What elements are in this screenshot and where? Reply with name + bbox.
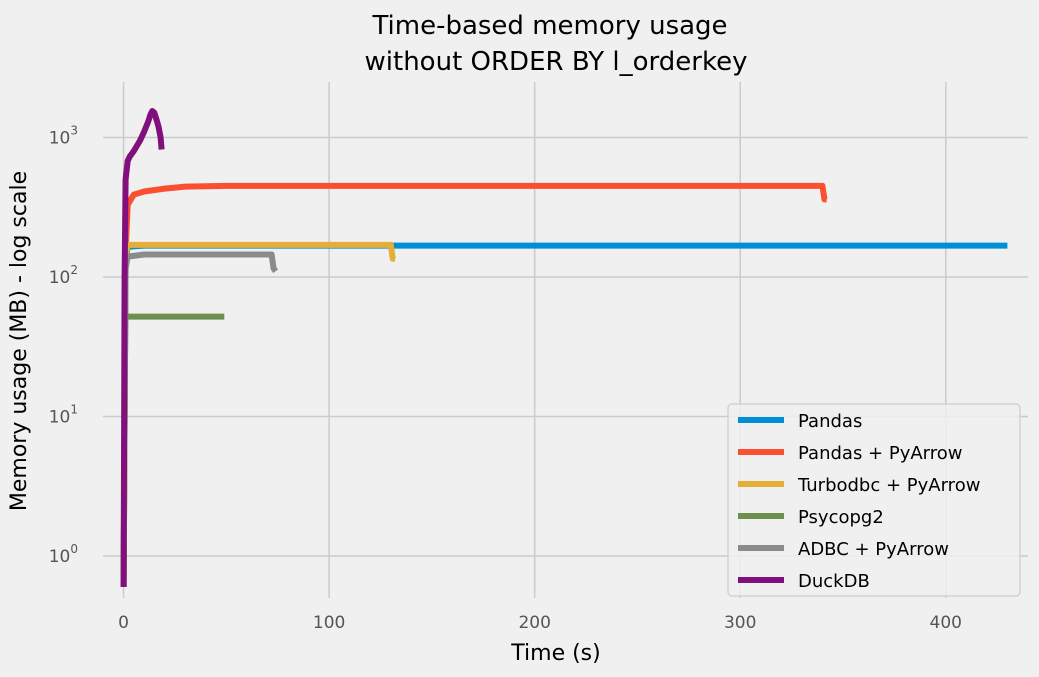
series-line-duckdb	[120, 108, 165, 588]
x-tick-label: 100	[313, 613, 345, 633]
x-axis-label: Time (s)	[510, 641, 600, 666]
y-tick-label: 102	[49, 263, 78, 288]
chart-title: Time-based memory usage	[371, 11, 727, 41]
x-tick-label: 300	[724, 613, 756, 633]
legend-frame	[727, 403, 1021, 597]
y-axis-label: Memory usage (MB) - log scale	[7, 171, 32, 511]
y-tick-label: 101	[49, 403, 78, 428]
chart-subtitle: without ORDER BY l_orderkey	[365, 47, 748, 77]
series-lines	[120, 108, 1008, 588]
series-line-pandas-pyarrow	[120, 182, 828, 588]
legend-label-turbodbc-pyarrow: Turbodbc + PyArrow	[797, 475, 980, 496]
x-tick-label: 400	[930, 613, 962, 633]
x-tick-label: 200	[518, 613, 550, 633]
legend-label-duckdb: DuckDB	[798, 571, 870, 592]
legend-label-pandas-pyarrow: Pandas + PyArrow	[798, 443, 963, 464]
y-tick-label: 103	[49, 124, 78, 149]
legend-label-pandas: Pandas	[798, 411, 862, 432]
y-tick-label: 100	[49, 542, 78, 567]
x-tick-label: 0	[118, 613, 129, 633]
legend-label-adbc-pyarrow: ADBC + PyArrow	[798, 539, 949, 560]
legend-label-psycopg2: Psycopg2	[798, 507, 884, 528]
tick-labels: 0 100 200 300 400 100 101 102 103	[49, 124, 962, 633]
legend: Pandas Pandas + PyArrow Turbodbc + PyArrow…	[727, 403, 1021, 597]
